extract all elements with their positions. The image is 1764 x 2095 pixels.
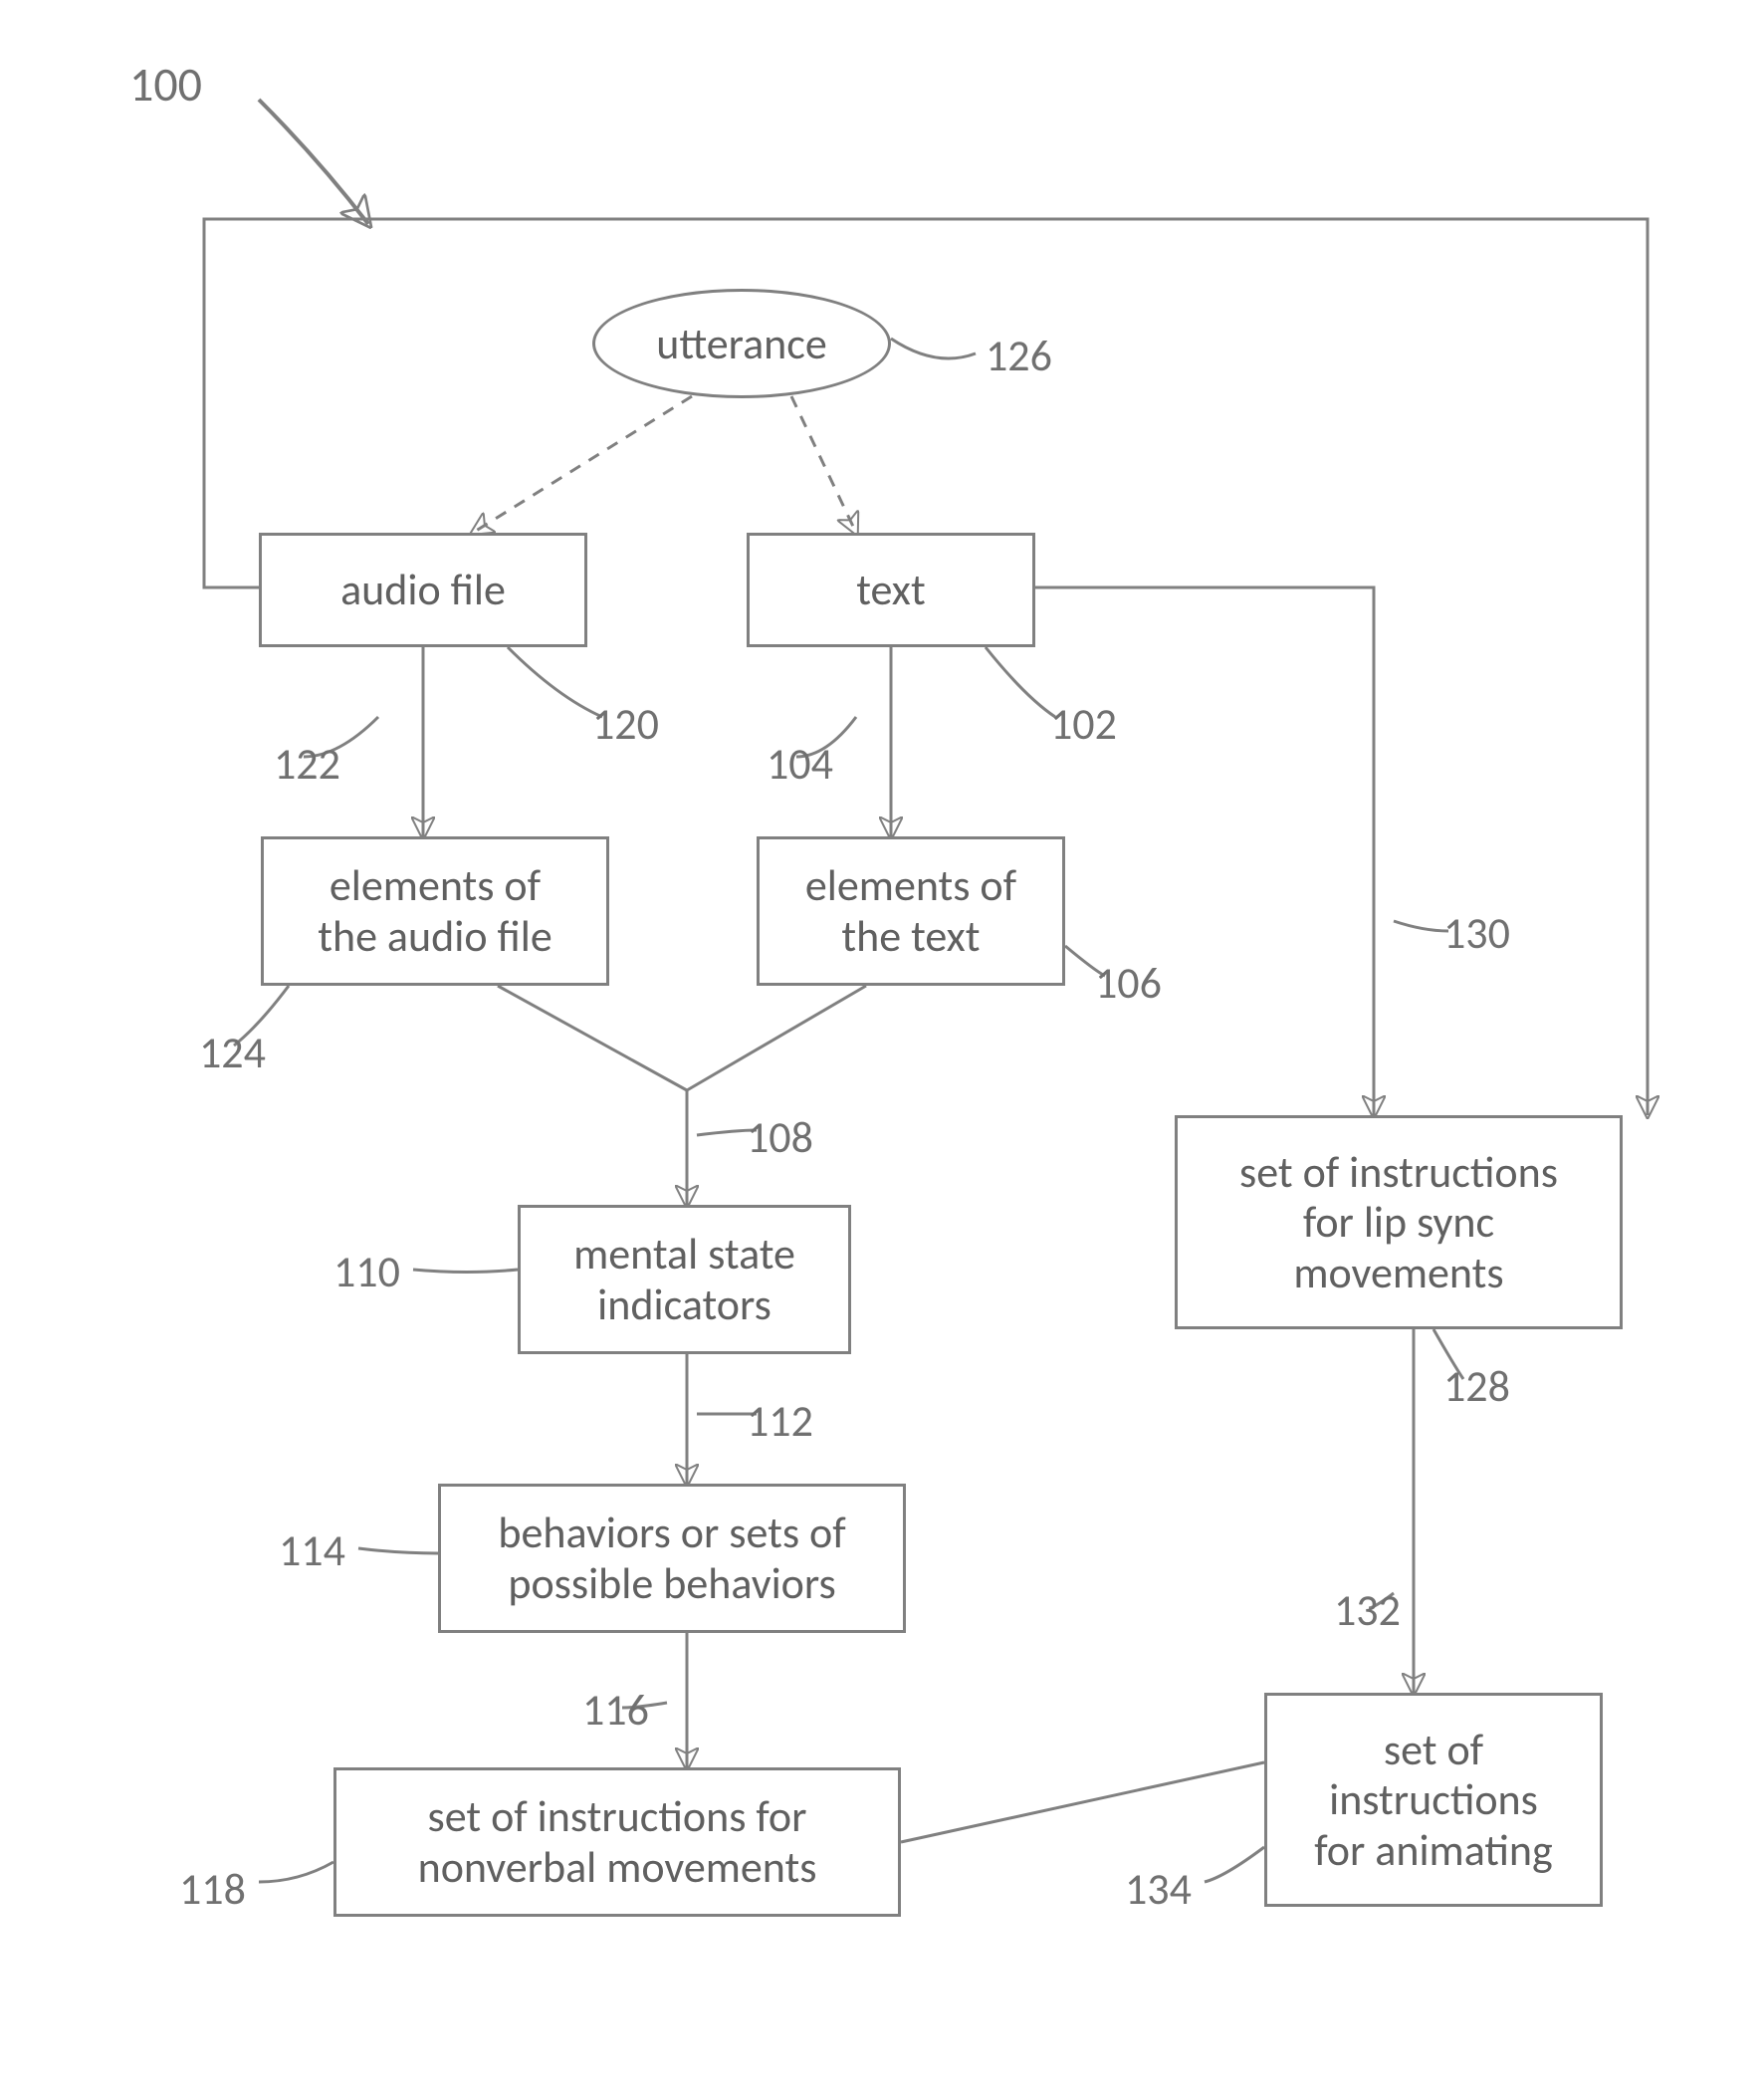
ref-132: 132 (1334, 1583, 1401, 1637)
edge-lead110 (413, 1270, 518, 1273)
node-lipsync: set of instructionsfor lip syncmovements (1175, 1115, 1623, 1329)
node-label: behaviors or sets ofpossible behaviors (498, 1508, 845, 1608)
ref-106: 106 (1095, 956, 1162, 1010)
node-label: elements ofthe audio file (318, 860, 552, 961)
flowchart-canvas: utterance audio file text elements ofthe… (0, 0, 1764, 2095)
ref-100: 100 (129, 55, 202, 114)
edge-utt_to_text (791, 396, 856, 533)
node-label: text (856, 565, 925, 615)
node-animating: set ofinstructionsfor animating (1264, 1693, 1603, 1907)
node-utterance: utterance (592, 289, 891, 398)
ref-102: 102 (1050, 697, 1117, 751)
ref-118: 118 (179, 1862, 246, 1916)
node-label: mental stateindicators (573, 1229, 795, 1329)
node-label: set ofinstructionsfor animating (1314, 1725, 1552, 1876)
edge-lead114 (358, 1548, 438, 1553)
ref-108: 108 (747, 1110, 813, 1164)
ref-134: 134 (1125, 1862, 1192, 1916)
node-audio-file: audio file (259, 533, 587, 647)
node-label: audio file (340, 565, 506, 615)
edge-utt_to_audio (473, 396, 692, 533)
node-label: elements ofthe text (805, 860, 1016, 961)
ref-126: 126 (986, 329, 1052, 382)
edge-title_arrow (259, 100, 368, 224)
edge-lead120 (508, 647, 602, 717)
edge-lead118 (259, 1862, 333, 1882)
node-elements-audio: elements ofthe audio file (261, 836, 609, 986)
ref-124: 124 (199, 1026, 266, 1079)
node-text: text (747, 533, 1035, 647)
node-label: set of instructions fornonverbal movemen… (418, 1791, 817, 1892)
node-behaviors: behaviors or sets ofpossible behaviors (438, 1484, 906, 1633)
edge-lead126 (891, 339, 976, 358)
ref-120: 120 (592, 697, 659, 751)
node-label: utterance (656, 319, 827, 369)
ref-110: 110 (333, 1245, 400, 1298)
node-nonverbal: set of instructions fornonverbal movemen… (333, 1767, 901, 1917)
edge-lead102 (986, 647, 1055, 717)
node-label: set of instructionsfor lip syncmovements (1239, 1147, 1558, 1298)
edge-lead130 (1394, 921, 1448, 931)
ref-104: 104 (767, 737, 833, 791)
edge-text_bus (1035, 587, 1374, 1115)
edge-elemT_merge (687, 986, 866, 1090)
edge-lead134 (1205, 1847, 1264, 1882)
edge-nv_to_anim (901, 1762, 1264, 1842)
ref-122: 122 (274, 737, 340, 791)
node-elements-text: elements ofthe text (757, 836, 1065, 986)
ref-112: 112 (747, 1394, 813, 1448)
edge-elemA_merge (498, 986, 687, 1090)
ref-116: 116 (582, 1683, 649, 1737)
node-mental-state: mental stateindicators (518, 1205, 851, 1354)
ref-130: 130 (1443, 906, 1510, 960)
ref-128: 128 (1443, 1359, 1510, 1413)
ref-114: 114 (279, 1523, 345, 1577)
